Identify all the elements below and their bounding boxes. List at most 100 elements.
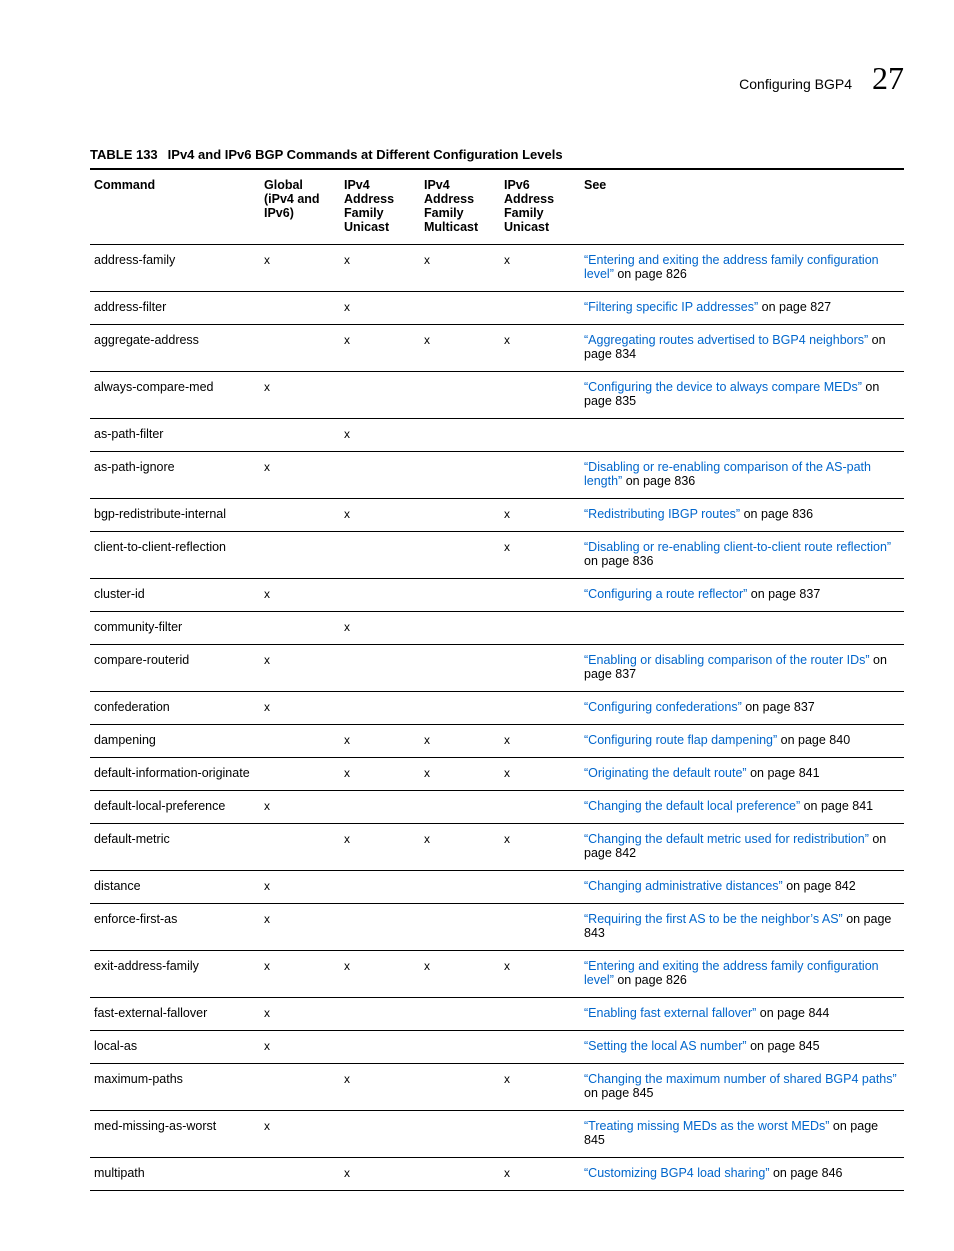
command-cell: confederation [90, 692, 260, 725]
see-cell: “Enabling fast external fallover” on pag… [580, 998, 904, 1031]
v4u-cell: x [340, 725, 420, 758]
v4u-cell [340, 372, 420, 419]
v4u-cell: x [340, 1158, 420, 1191]
v4u-cell: x [340, 758, 420, 791]
see-link[interactable]: “Customizing BGP4 load sharing” [584, 1166, 770, 1180]
see-suffix: on page 836 [622, 474, 695, 488]
see-cell: “Originating the default route” on page … [580, 758, 904, 791]
table-title-row: TABLE 133 IPv4 and IPv6 BGP Commands at … [90, 147, 904, 162]
see-cell: “Treating missing MEDs as the worst MEDs… [580, 1111, 904, 1158]
command-cell: always-compare-med [90, 372, 260, 419]
v6u-cell: x [500, 725, 580, 758]
see-cell: “Configuring route flap dampening” on pa… [580, 725, 904, 758]
v4m-cell [420, 1158, 500, 1191]
see-link[interactable]: “Configuring the device to always compar… [584, 380, 862, 394]
command-cell: local-as [90, 1031, 260, 1064]
see-link[interactable]: “Disabling or re-enabling client-to-clie… [584, 540, 891, 554]
see-cell: “Changing the maximum number of shared B… [580, 1064, 904, 1111]
v4u-cell [340, 579, 420, 612]
col-header-v6unicast: IPv6 Address Family Unicast [500, 169, 580, 245]
table-row: med-missing-as-worstx“Treating missing M… [90, 1111, 904, 1158]
v6u-cell [500, 452, 580, 499]
col-header-see: See [580, 169, 904, 245]
see-link[interactable]: “Configuring confederations” [584, 700, 742, 714]
command-cell: community-filter [90, 612, 260, 645]
v4u-cell [340, 1111, 420, 1158]
see-link[interactable]: “Changing administrative distances” [584, 879, 783, 893]
table-header-row: Command Global (iPv4 and IPv6) IPv4 Addr… [90, 169, 904, 245]
command-cell: exit-address-family [90, 951, 260, 998]
col-header-v4unicast: IPv4 Address Family Unicast [340, 169, 420, 245]
v4m-cell [420, 612, 500, 645]
col-header-v4multicast: IPv4 Address Family Multicast [420, 169, 500, 245]
table-row: local-asx“Setting the local AS number” o… [90, 1031, 904, 1064]
v6u-cell: x [500, 245, 580, 292]
see-cell: “Setting the local AS number” on page 84… [580, 1031, 904, 1064]
table-row: compare-routeridx“Enabling or disabling … [90, 645, 904, 692]
table-row: exit-address-familyxxxx“Entering and exi… [90, 951, 904, 998]
v4u-cell: x [340, 1064, 420, 1111]
see-suffix: on page 846 [770, 1166, 843, 1180]
v6u-cell: x [500, 499, 580, 532]
see-link[interactable]: “Setting the local AS number” [584, 1039, 747, 1053]
see-link[interactable]: “Changing the maximum number of shared B… [584, 1072, 897, 1086]
v4u-cell: x [340, 499, 420, 532]
table-row: multipathxx“Customizing BGP4 load sharin… [90, 1158, 904, 1191]
see-cell: “Redistributing IBGP routes” on page 836 [580, 499, 904, 532]
global-cell [260, 292, 340, 325]
see-link[interactable]: “Changing the default metric used for re… [584, 832, 869, 846]
global-cell: x [260, 951, 340, 998]
v6u-cell [500, 419, 580, 452]
v4u-cell [340, 791, 420, 824]
table-row: default-information-originatexxx“Origina… [90, 758, 904, 791]
see-suffix: on page 844 [756, 1006, 829, 1020]
command-cell: multipath [90, 1158, 260, 1191]
see-cell: “Disabling or re-enabling comparison of … [580, 452, 904, 499]
v4u-cell [340, 645, 420, 692]
see-link[interactable]: “Changing the default local preference” [584, 799, 800, 813]
see-link[interactable]: “Treating missing MEDs as the worst MEDs… [584, 1119, 829, 1133]
see-link[interactable]: “Enabling or disabling comparison of the… [584, 653, 870, 667]
see-link[interactable]: “Originating the default route” [584, 766, 747, 780]
see-suffix: on page 842 [783, 879, 856, 893]
v4u-cell: x [340, 824, 420, 871]
global-cell: x [260, 579, 340, 612]
v6u-cell [500, 871, 580, 904]
see-link[interactable]: “Configuring route flap dampening” [584, 733, 777, 747]
v4m-cell [420, 871, 500, 904]
see-cell: “Configuring a route reflector” on page … [580, 579, 904, 612]
see-suffix: on page 841 [800, 799, 873, 813]
v4u-cell [340, 692, 420, 725]
command-cell: default-metric [90, 824, 260, 871]
see-link[interactable]: “Configuring a route reflector” [584, 587, 747, 601]
v6u-cell: x [500, 951, 580, 998]
global-cell: x [260, 372, 340, 419]
v6u-cell [500, 372, 580, 419]
v4u-cell [340, 1031, 420, 1064]
see-link[interactable]: “Enabling fast external fallover” [584, 1006, 756, 1020]
v4m-cell [420, 1031, 500, 1064]
global-cell [260, 758, 340, 791]
v6u-cell [500, 904, 580, 951]
see-link[interactable]: “Requiring the first AS to be the neighb… [584, 912, 843, 926]
v4m-cell [420, 791, 500, 824]
v4m-cell: x [420, 824, 500, 871]
table-row: address-familyxxxx“Entering and exiting … [90, 245, 904, 292]
table-row: as-path-filterx [90, 419, 904, 452]
table-body: address-familyxxxx“Entering and exiting … [90, 245, 904, 1191]
see-cell: “Changing the default metric used for re… [580, 824, 904, 871]
see-link[interactable]: “Filtering specific IP addresses” [584, 300, 758, 314]
see-suffix: on page 840 [777, 733, 850, 747]
v6u-cell [500, 579, 580, 612]
global-cell [260, 532, 340, 579]
v6u-cell [500, 1111, 580, 1158]
table-row: cluster-idx“Configuring a route reflecto… [90, 579, 904, 612]
v4m-cell [420, 499, 500, 532]
see-suffix: on page 826 [614, 267, 687, 281]
v4m-cell [420, 645, 500, 692]
v4u-cell [340, 871, 420, 904]
see-link[interactable]: “Aggregating routes advertised to BGP4 n… [584, 333, 868, 347]
table-row: client-to-client-reflectionx“Disabling o… [90, 532, 904, 579]
command-cell: as-path-ignore [90, 452, 260, 499]
see-link[interactable]: “Redistributing IBGP routes” [584, 507, 740, 521]
